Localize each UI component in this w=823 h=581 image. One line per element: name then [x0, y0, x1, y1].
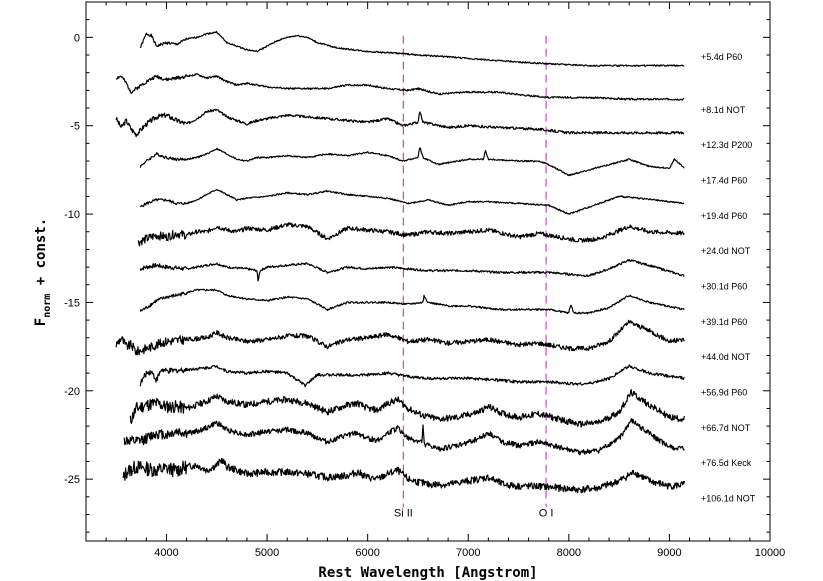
y-tick-label-4: -20: [64, 386, 80, 398]
epoch-labels: +5.4d P60 +8.1d NOT +12.3d P200 +17.4d P60 +…: [701, 52, 756, 504]
spectrum-line-4: [139, 188, 685, 215]
x-tick-label-3: 7000: [456, 547, 480, 559]
y-tick-label-1: -5: [70, 121, 80, 133]
epoch-label-3: +17.4d P60: [701, 175, 747, 185]
spectrum-line-6: [139, 258, 685, 282]
epoch-label-7: +39.1d P60: [701, 317, 747, 327]
epoch-label-10: +66.7d NOT: [701, 423, 751, 433]
x-tick-label-0: 4000: [154, 547, 178, 559]
spectrum-line-12: [122, 458, 686, 494]
epoch-label-1: +8.1d NOT: [701, 105, 746, 115]
x-tick-label-5: 9000: [657, 547, 681, 559]
y-axis-title-rest: + const.: [33, 218, 49, 294]
y-axis-ticks: 0 -5 -10 -15 -20 -25: [64, 19, 770, 533]
y-tick-label-2: -10: [64, 209, 80, 221]
spectrum-line-2: [115, 108, 685, 138]
plot-area: [85, 1, 771, 542]
epoch-label-4: +19.4d P60: [701, 211, 747, 221]
y-axis-title: Fnorm + const.: [33, 218, 53, 326]
x-tick-label-1: 5000: [255, 547, 279, 559]
spectrum-line-11: [123, 418, 685, 456]
spectra-series: [115, 30, 686, 494]
y-axis-title-sub: norm: [42, 294, 53, 318]
x-tick-label-6: 10000: [755, 547, 786, 559]
epoch-label-9: +56.9d P60: [701, 388, 747, 398]
reference-line-label-0: Si II: [394, 507, 413, 519]
spectrum-line-5: [137, 222, 685, 247]
epoch-label-12: +106.1d NOT: [701, 494, 756, 504]
epoch-label-0: +5.4d P60: [701, 52, 742, 62]
y-tick-label-0: 0: [74, 32, 80, 44]
spectrum-line-3: [139, 147, 685, 177]
x-axis-ticks: 4000 5000 6000 7000 8000 9000 10000: [105, 2, 786, 559]
reference-line-label-1: O I: [539, 507, 554, 519]
spectrum-line-1: [115, 73, 685, 101]
epoch-label-2: +12.3d P200: [701, 140, 752, 150]
epoch-label-11: +76.5d Keck: [701, 458, 752, 468]
y-axis-title-main: F: [33, 318, 49, 326]
spectrum-line-10: [129, 389, 685, 428]
y-tick-label-3: -15: [64, 297, 80, 309]
spectrum-line-9: [139, 364, 685, 388]
x-tick-label-4: 8000: [557, 547, 581, 559]
epoch-label-5: +24.0d NOT: [701, 246, 751, 256]
epoch-label-6: +30.1d P60: [701, 282, 747, 292]
x-axis-title: Rest Wavelength [Angstrom]: [318, 565, 537, 581]
spectrum-line-0: [139, 30, 685, 67]
spectrum-line-8: [115, 319, 685, 356]
epoch-label-8: +44.0d NOT: [701, 352, 751, 362]
reference-lines: Si II O I: [394, 35, 554, 519]
x-tick-label-2: 6000: [355, 547, 379, 559]
spectrum-line-7: [139, 288, 685, 315]
y-tick-label-5: -25: [64, 474, 80, 486]
